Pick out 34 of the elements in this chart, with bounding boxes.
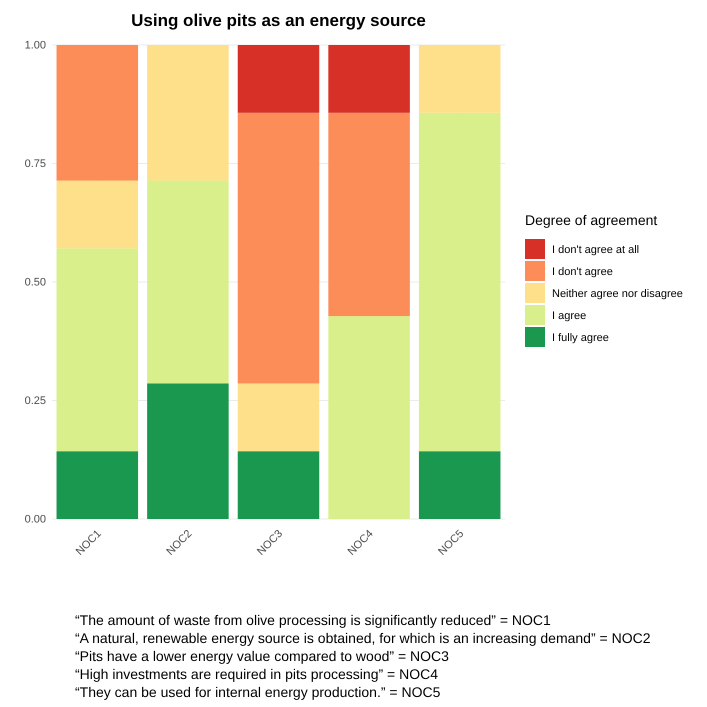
bar [147, 180, 229, 384]
text: “The amount of waste from olive processing is significantly reduced” = NOC1 [75, 612, 552, 628]
legend-label: I don't agree [552, 266, 613, 278]
legend-title: Degree of agreement [525, 212, 658, 228]
bar [238, 451, 320, 519]
text: “They can be used for internal energy production.” = NOC5 [75, 684, 441, 700]
bar [238, 383, 320, 452]
bar [147, 383, 229, 519]
legend-label: I don't agree at all [552, 244, 640, 256]
bar [56, 451, 138, 519]
y-tick-label: 0.50 [24, 276, 46, 289]
bar [56, 248, 138, 452]
legend-label: Neither agree nor disagree [552, 288, 683, 300]
text: “A natural, renewable energy source is obtained, for which is an increasing demand” = NOC2 [75, 630, 651, 646]
y-tick-label: 0.00 [24, 514, 46, 526]
bar [328, 316, 410, 519]
bar [238, 112, 320, 384]
text: “Pits have a lower energy value compared to wood” = NOC3 [75, 648, 450, 664]
bar [328, 45, 410, 113]
bar [56, 45, 138, 181]
bar [418, 112, 500, 452]
bar [147, 45, 229, 181]
legend-label: I fully agree [552, 332, 609, 344]
bar [418, 451, 500, 519]
legend-label: I agree [552, 310, 586, 322]
bar [418, 45, 500, 113]
bar [328, 112, 410, 316]
bar [56, 180, 138, 248]
y-tick-label: 0.75 [24, 158, 46, 170]
text: “High investments are required in pits processing” = NOC4 [75, 666, 438, 682]
y-tick-label: 1.00 [24, 40, 46, 52]
chart-title: Using olive pits as an energy source [131, 11, 426, 30]
bar [238, 45, 320, 113]
y-tick-label: 0.25 [24, 395, 46, 408]
